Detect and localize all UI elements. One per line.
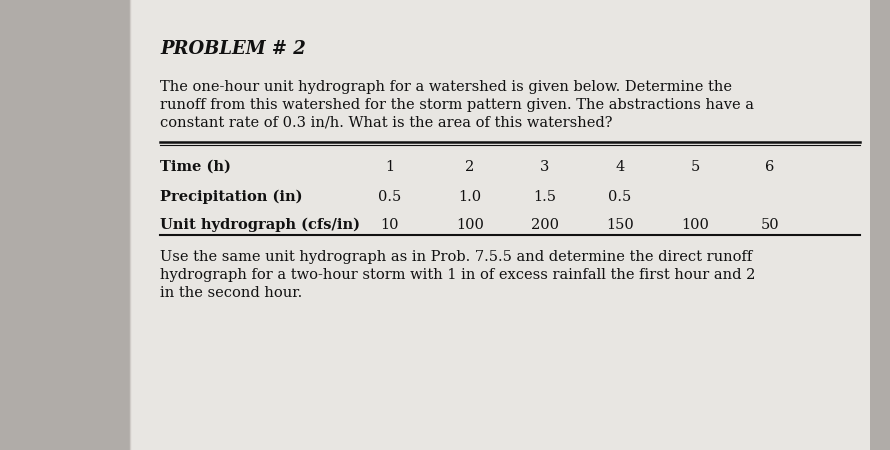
Text: 1: 1 xyxy=(385,160,394,174)
Text: 3: 3 xyxy=(540,160,550,174)
Text: 4: 4 xyxy=(615,160,625,174)
Text: constant rate of 0.3 in/h. What is the area of this watershed?: constant rate of 0.3 in/h. What is the a… xyxy=(160,116,612,130)
Text: Unit hydrograph (cfs/in): Unit hydrograph (cfs/in) xyxy=(160,218,360,232)
Text: 2: 2 xyxy=(465,160,474,174)
Text: 0.5: 0.5 xyxy=(609,190,632,204)
Text: Precipitation (in): Precipitation (in) xyxy=(160,190,303,204)
Text: PROBLEM # 2: PROBLEM # 2 xyxy=(160,40,306,58)
Text: 150: 150 xyxy=(606,218,634,232)
Text: in the second hour.: in the second hour. xyxy=(160,286,303,300)
Text: runoff from this watershed for the storm pattern given. The abstractions have a: runoff from this watershed for the storm… xyxy=(160,98,754,112)
Text: The one-hour unit hydrograph for a watershed is given below. Determine the: The one-hour unit hydrograph for a water… xyxy=(160,80,732,94)
Text: Use the same unit hydrograph as in Prob. 7.5.5 and determine the direct runoff: Use the same unit hydrograph as in Prob.… xyxy=(160,250,752,264)
Text: 1.5: 1.5 xyxy=(533,190,556,204)
Text: 6: 6 xyxy=(765,160,774,174)
Text: 100: 100 xyxy=(456,218,484,232)
Text: 0.5: 0.5 xyxy=(378,190,401,204)
Text: 200: 200 xyxy=(531,218,559,232)
Bar xyxy=(870,0,890,450)
Text: hydrograph for a two-hour storm with 1 in of excess rainfall the first hour and : hydrograph for a two-hour storm with 1 i… xyxy=(160,268,756,282)
Text: 1.0: 1.0 xyxy=(458,190,481,204)
Text: Time (h): Time (h) xyxy=(160,160,231,174)
Text: 100: 100 xyxy=(681,218,709,232)
Text: 5: 5 xyxy=(691,160,700,174)
Text: 50: 50 xyxy=(761,218,780,232)
Bar xyxy=(0,0,130,450)
Text: 10: 10 xyxy=(381,218,400,232)
